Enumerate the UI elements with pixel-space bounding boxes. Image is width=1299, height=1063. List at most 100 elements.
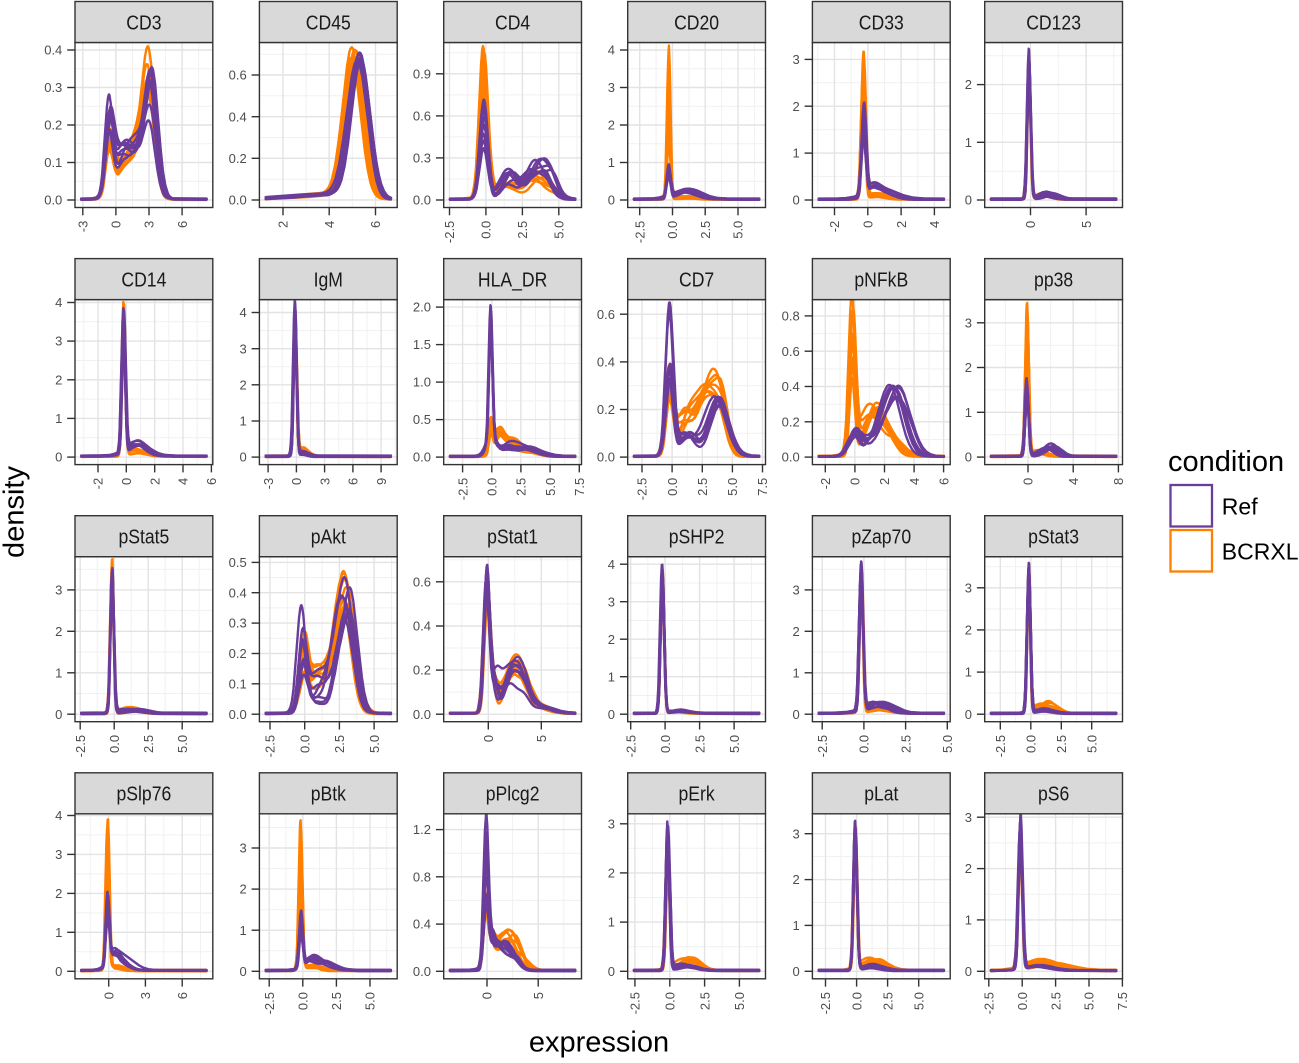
svg-text:5.0: 5.0 xyxy=(543,478,558,496)
svg-text:-2.5: -2.5 xyxy=(623,735,638,757)
svg-text:0: 0 xyxy=(861,221,876,228)
svg-text:4: 4 xyxy=(176,478,191,485)
svg-text:-2.5: -2.5 xyxy=(455,478,470,500)
svg-text:0.0: 0.0 xyxy=(229,707,247,722)
svg-text:-2: -2 xyxy=(91,478,106,490)
svg-text:pAkt: pAkt xyxy=(311,526,346,549)
svg-text:0.4: 0.4 xyxy=(782,379,800,394)
svg-text:1: 1 xyxy=(239,414,246,429)
svg-text:6: 6 xyxy=(204,478,219,485)
svg-text:1: 1 xyxy=(965,913,972,928)
svg-text:IgM: IgM xyxy=(314,268,343,291)
svg-text:2: 2 xyxy=(894,221,909,228)
svg-text:5.0: 5.0 xyxy=(552,221,567,239)
svg-text:3: 3 xyxy=(239,341,246,356)
svg-text:0: 0 xyxy=(55,964,62,979)
svg-text:CD20: CD20 xyxy=(674,11,719,34)
svg-text:-2.5: -2.5 xyxy=(73,735,88,757)
svg-text:3: 3 xyxy=(55,847,62,862)
svg-text:0.4: 0.4 xyxy=(413,619,431,634)
svg-text:4: 4 xyxy=(907,478,922,485)
svg-text:CD4: CD4 xyxy=(495,11,530,34)
svg-text:0.6: 0.6 xyxy=(782,344,800,359)
svg-text:-2: -2 xyxy=(827,221,842,233)
svg-text:5.0: 5.0 xyxy=(725,478,740,496)
svg-text:-3: -3 xyxy=(76,221,91,233)
svg-text:4: 4 xyxy=(608,557,615,572)
svg-text:2: 2 xyxy=(608,632,615,647)
svg-text:0.1: 0.1 xyxy=(229,676,247,691)
svg-text:3: 3 xyxy=(965,810,972,825)
svg-text:5: 5 xyxy=(534,735,549,742)
svg-text:5.0: 5.0 xyxy=(175,735,190,753)
svg-text:-2: -2 xyxy=(818,478,833,490)
svg-text:1.5: 1.5 xyxy=(413,337,431,352)
svg-text:1: 1 xyxy=(55,665,62,680)
svg-text:0.1: 0.1 xyxy=(44,155,62,170)
svg-text:0: 0 xyxy=(848,478,863,485)
svg-text:expression: expression xyxy=(529,1027,669,1059)
svg-text:3: 3 xyxy=(792,52,799,67)
svg-text:0.0: 0.0 xyxy=(107,735,122,753)
svg-text:-2.5: -2.5 xyxy=(262,992,277,1014)
svg-text:0: 0 xyxy=(792,193,799,208)
svg-text:0.4: 0.4 xyxy=(44,43,62,58)
svg-text:6: 6 xyxy=(936,478,951,485)
svg-text:1: 1 xyxy=(55,411,62,426)
svg-text:-2.5: -2.5 xyxy=(993,735,1008,757)
svg-text:0: 0 xyxy=(608,193,615,208)
svg-text:0.3: 0.3 xyxy=(229,616,247,631)
svg-text:2: 2 xyxy=(792,872,799,887)
svg-text:condition: condition xyxy=(1168,446,1284,478)
svg-text:2: 2 xyxy=(276,221,291,228)
svg-text:0.0: 0.0 xyxy=(782,450,800,465)
svg-text:0.0: 0.0 xyxy=(857,735,872,753)
svg-text:2: 2 xyxy=(965,77,972,92)
svg-text:3: 3 xyxy=(608,80,615,95)
svg-text:0: 0 xyxy=(608,964,615,979)
svg-text:1: 1 xyxy=(965,665,972,680)
svg-text:2.5: 2.5 xyxy=(332,735,347,753)
svg-text:0.2: 0.2 xyxy=(44,118,62,133)
svg-text:1.0: 1.0 xyxy=(413,375,431,390)
svg-text:2: 2 xyxy=(239,377,246,392)
svg-text:1: 1 xyxy=(792,918,799,933)
svg-text:0.0: 0.0 xyxy=(44,193,62,208)
svg-text:pp38: pp38 xyxy=(1034,268,1073,291)
svg-text:3: 3 xyxy=(965,580,972,595)
svg-text:Ref: Ref xyxy=(1222,494,1258,520)
svg-text:0.0: 0.0 xyxy=(413,450,431,465)
svg-text:CD14: CD14 xyxy=(121,268,166,291)
svg-text:pS6: pS6 xyxy=(1038,783,1069,806)
svg-text:0: 0 xyxy=(239,450,246,465)
svg-text:0: 0 xyxy=(792,707,799,722)
svg-text:0.3: 0.3 xyxy=(44,80,62,95)
svg-text:0: 0 xyxy=(965,964,972,979)
svg-text:pLat: pLat xyxy=(864,783,898,806)
svg-text:pStat5: pStat5 xyxy=(118,526,169,549)
svg-text:6: 6 xyxy=(368,221,383,228)
svg-text:-2.5: -2.5 xyxy=(815,735,830,757)
svg-text:0: 0 xyxy=(480,992,495,999)
svg-text:2.5: 2.5 xyxy=(515,221,530,239)
svg-text:8: 8 xyxy=(1111,478,1126,485)
svg-text:0: 0 xyxy=(965,193,972,208)
svg-text:0.0: 0.0 xyxy=(297,735,312,753)
svg-text:0.5: 0.5 xyxy=(229,555,247,570)
svg-text:CD45: CD45 xyxy=(306,11,351,34)
svg-text:pSHP2: pSHP2 xyxy=(669,526,725,549)
svg-text:1: 1 xyxy=(239,923,246,938)
svg-text:3: 3 xyxy=(317,478,332,485)
svg-text:4: 4 xyxy=(55,295,62,310)
svg-text:1: 1 xyxy=(965,135,972,150)
svg-text:0: 0 xyxy=(792,964,799,979)
svg-text:HLA_DR: HLA_DR xyxy=(478,268,547,291)
svg-text:2.5: 2.5 xyxy=(698,221,713,239)
svg-text:0: 0 xyxy=(289,478,304,485)
svg-text:0.0: 0.0 xyxy=(597,450,615,465)
svg-text:CD33: CD33 xyxy=(859,11,904,34)
svg-text:0: 0 xyxy=(239,964,246,979)
svg-text:2: 2 xyxy=(792,99,799,114)
svg-text:pZap70: pZap70 xyxy=(851,526,911,549)
svg-text:2.5: 2.5 xyxy=(1048,992,1063,1010)
